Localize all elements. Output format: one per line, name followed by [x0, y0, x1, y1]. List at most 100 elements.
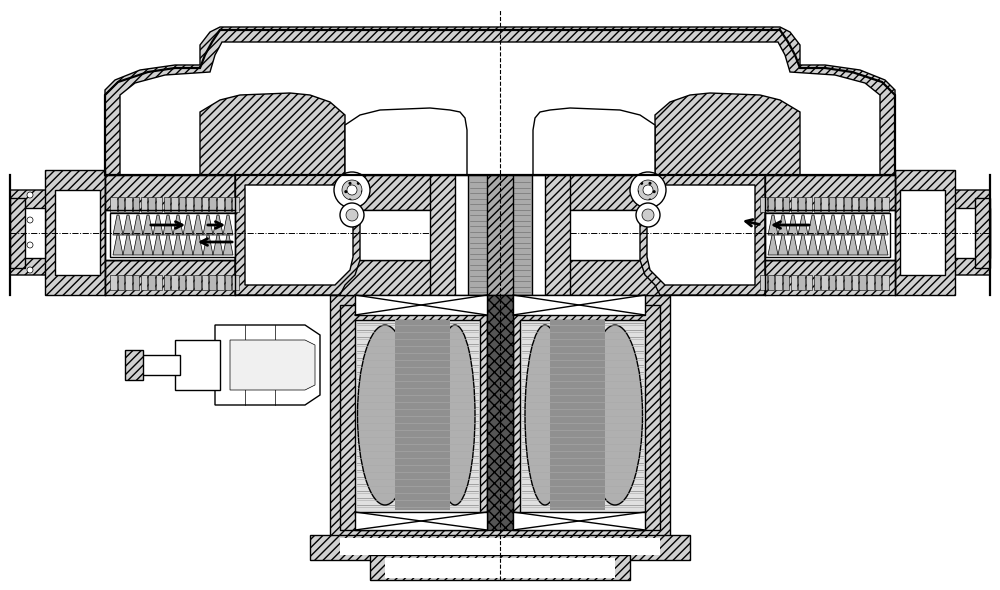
Polygon shape [385, 558, 615, 578]
Polygon shape [828, 215, 838, 235]
Polygon shape [765, 213, 890, 257]
Polygon shape [859, 275, 866, 290]
Polygon shape [768, 275, 774, 290]
Polygon shape [133, 197, 139, 212]
Polygon shape [225, 197, 231, 212]
Circle shape [347, 185, 357, 195]
Polygon shape [143, 235, 153, 255]
Polygon shape [223, 215, 233, 235]
Polygon shape [852, 275, 858, 290]
Polygon shape [778, 215, 788, 235]
Polygon shape [814, 275, 820, 290]
Polygon shape [788, 235, 798, 255]
Polygon shape [186, 275, 193, 290]
Polygon shape [867, 275, 874, 290]
Polygon shape [217, 275, 224, 290]
Polygon shape [179, 275, 185, 290]
Polygon shape [878, 215, 888, 235]
Polygon shape [194, 197, 201, 212]
Polygon shape [209, 275, 216, 290]
Polygon shape [814, 197, 820, 212]
Polygon shape [118, 197, 124, 212]
Circle shape [630, 172, 666, 208]
Polygon shape [355, 320, 480, 515]
Polygon shape [821, 275, 828, 290]
Polygon shape [788, 215, 798, 235]
Polygon shape [783, 197, 789, 212]
Circle shape [334, 172, 370, 208]
Polygon shape [202, 275, 208, 290]
Polygon shape [895, 170, 955, 295]
Polygon shape [194, 275, 201, 290]
Polygon shape [859, 197, 866, 212]
Polygon shape [193, 235, 203, 255]
Polygon shape [798, 235, 808, 255]
Polygon shape [209, 197, 216, 212]
Circle shape [346, 209, 358, 221]
Polygon shape [778, 235, 788, 255]
Polygon shape [798, 275, 805, 290]
Polygon shape [200, 93, 345, 175]
Polygon shape [858, 215, 868, 235]
Polygon shape [640, 175, 765, 295]
Polygon shape [110, 213, 235, 257]
Polygon shape [867, 197, 874, 212]
Polygon shape [844, 197, 851, 212]
Ellipse shape [525, 325, 565, 505]
Polygon shape [215, 325, 320, 405]
Polygon shape [175, 340, 220, 390]
Polygon shape [340, 305, 487, 530]
Polygon shape [808, 215, 818, 235]
Polygon shape [829, 197, 835, 212]
Polygon shape [133, 215, 143, 235]
Polygon shape [852, 197, 858, 212]
Polygon shape [230, 340, 315, 390]
Polygon shape [760, 275, 767, 290]
Polygon shape [179, 197, 185, 212]
Polygon shape [768, 235, 778, 255]
Polygon shape [895, 175, 990, 280]
Polygon shape [202, 197, 208, 212]
Polygon shape [848, 215, 858, 235]
Polygon shape [223, 235, 233, 255]
Polygon shape [340, 538, 660, 555]
Polygon shape [760, 197, 767, 212]
Polygon shape [148, 197, 155, 212]
Polygon shape [118, 275, 124, 290]
Circle shape [27, 267, 33, 273]
Polygon shape [164, 197, 170, 212]
Polygon shape [330, 295, 670, 540]
Polygon shape [245, 185, 353, 285]
Circle shape [642, 209, 654, 221]
Polygon shape [355, 295, 487, 315]
Polygon shape [882, 197, 889, 212]
Polygon shape [655, 93, 800, 175]
Polygon shape [125, 275, 132, 290]
Polygon shape [828, 235, 838, 255]
Polygon shape [235, 175, 360, 295]
Polygon shape [829, 275, 835, 290]
Polygon shape [868, 215, 878, 235]
Polygon shape [143, 215, 153, 235]
Polygon shape [900, 190, 945, 275]
Circle shape [342, 180, 362, 200]
Polygon shape [213, 215, 223, 235]
Polygon shape [105, 260, 895, 295]
Polygon shape [120, 42, 880, 175]
Polygon shape [113, 215, 123, 235]
Polygon shape [125, 197, 132, 212]
Polygon shape [975, 198, 990, 268]
Polygon shape [148, 275, 155, 290]
Polygon shape [163, 235, 173, 255]
Polygon shape [164, 275, 170, 290]
Circle shape [638, 180, 658, 200]
Polygon shape [110, 275, 116, 290]
Polygon shape [153, 235, 163, 255]
Polygon shape [808, 235, 818, 255]
Polygon shape [520, 320, 645, 515]
Polygon shape [838, 235, 848, 255]
Polygon shape [550, 320, 605, 510]
Polygon shape [55, 190, 100, 275]
Polygon shape [10, 208, 45, 258]
Polygon shape [775, 197, 782, 212]
